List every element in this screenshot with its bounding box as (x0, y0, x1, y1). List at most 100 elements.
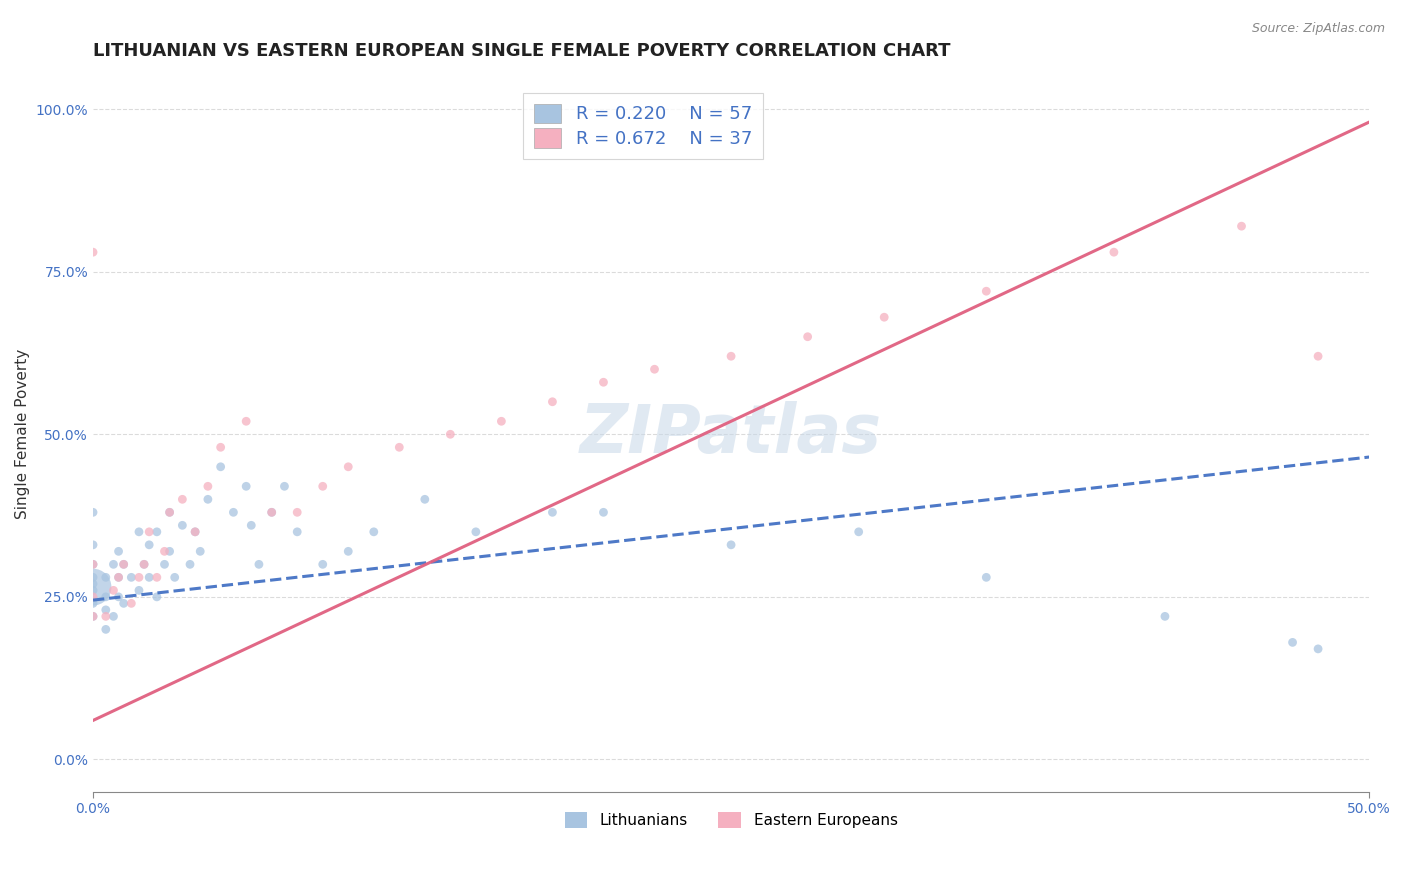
Point (159, 505, 181, 519)
Point (128, 570, 150, 584)
Point (541, 394, 564, 409)
Point (153, 558, 176, 572)
Point (235, 479, 257, 493)
Point (82, 609, 104, 624)
Legend: Lithuanians, Eastern Europeans: Lithuanians, Eastern Europeans (558, 806, 904, 834)
Point (974, 570, 997, 584)
Point (112, 596, 135, 610)
Text: ZIPatlas: ZIPatlas (581, 401, 882, 467)
Point (146, 570, 169, 584)
Point (337, 544, 360, 558)
Point (1230, 219, 1253, 234)
Point (873, 310, 896, 325)
Point (120, 570, 142, 584)
Point (491, 414, 513, 428)
Point (107, 570, 129, 584)
Point (82, 245, 104, 260)
Point (94, 623, 117, 637)
Point (285, 524, 308, 539)
Point (132, 558, 155, 572)
Point (103, 583, 125, 598)
Point (82, 609, 104, 624)
Point (1154, 609, 1177, 624)
Point (82, 583, 104, 598)
Point (209, 459, 232, 474)
Point (172, 492, 194, 507)
Point (285, 505, 308, 519)
Point (107, 544, 129, 558)
Point (82, 590, 104, 604)
Point (974, 284, 997, 298)
Point (163, 570, 186, 584)
Point (82, 596, 104, 610)
Point (541, 505, 564, 519)
Point (197, 492, 219, 507)
Point (209, 440, 232, 454)
Point (159, 544, 181, 558)
Point (260, 505, 283, 519)
Point (82, 580, 104, 594)
Point (94, 603, 117, 617)
Point (644, 362, 666, 376)
Point (1306, 641, 1329, 656)
Point (159, 505, 181, 519)
Text: Source: ZipAtlas.com: Source: ZipAtlas.com (1251, 22, 1385, 36)
Point (363, 524, 385, 539)
Point (82, 558, 104, 572)
Point (1102, 245, 1125, 260)
Point (1281, 635, 1303, 649)
Y-axis label: Single Female Poverty: Single Female Poverty (15, 349, 30, 519)
Point (94, 609, 117, 624)
Point (179, 558, 201, 572)
Point (720, 349, 742, 363)
Point (107, 590, 129, 604)
Point (312, 479, 335, 493)
Point (146, 590, 169, 604)
Text: LITHUANIAN VS EASTERN EUROPEAN SINGLE FEMALE POVERTY CORRELATION CHART: LITHUANIAN VS EASTERN EUROPEAN SINGLE FE… (93, 42, 950, 60)
Point (138, 570, 160, 584)
Point (172, 518, 194, 533)
Point (112, 558, 135, 572)
Point (138, 524, 160, 539)
Point (184, 524, 207, 539)
Point (107, 570, 129, 584)
Point (464, 524, 486, 539)
Point (247, 558, 270, 572)
Point (128, 524, 150, 539)
Point (146, 524, 169, 539)
Point (197, 479, 219, 493)
Point (94, 590, 117, 604)
Point (273, 479, 295, 493)
Point (337, 459, 360, 474)
Point (82, 558, 104, 572)
Point (592, 505, 614, 519)
Point (94, 570, 117, 584)
Point (82, 577, 104, 591)
Point (388, 440, 411, 454)
Point (720, 538, 742, 552)
Point (240, 518, 263, 533)
Point (439, 427, 461, 442)
Point (848, 524, 870, 539)
Point (260, 505, 283, 519)
Point (103, 609, 125, 624)
Point (312, 558, 335, 572)
Point (120, 596, 142, 610)
Point (413, 492, 436, 507)
Point (112, 558, 135, 572)
Point (82, 538, 104, 552)
Point (188, 544, 211, 558)
Point (132, 558, 155, 572)
Point (222, 505, 245, 519)
Point (184, 524, 207, 539)
Point (138, 538, 160, 552)
Point (82, 505, 104, 519)
Point (82, 570, 104, 584)
Point (153, 544, 176, 558)
Point (103, 558, 125, 572)
Point (796, 329, 818, 343)
Point (592, 376, 614, 390)
Point (235, 414, 257, 428)
Point (1306, 349, 1329, 363)
Point (128, 583, 150, 598)
